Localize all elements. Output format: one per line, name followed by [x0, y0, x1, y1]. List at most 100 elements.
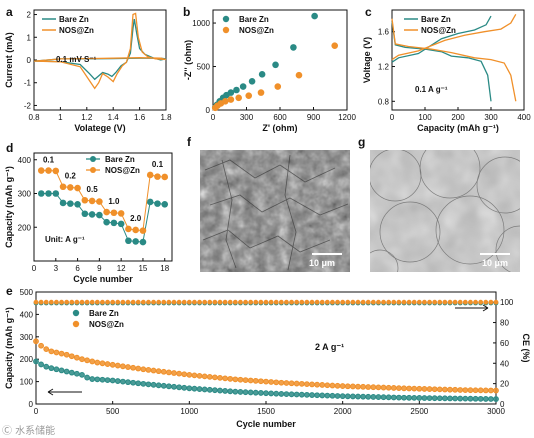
panel-e-ytick2-label: 100 [500, 298, 514, 307]
capacity-point [155, 382, 162, 389]
ce-point [248, 299, 254, 305]
data-point [81, 196, 89, 204]
data-point-bare [311, 12, 318, 20]
ce-point [89, 299, 95, 305]
data-point [103, 208, 110, 216]
panel-e-xtick-label: 0 [34, 407, 39, 416]
ce-point [350, 299, 356, 305]
capacity-point [452, 386, 459, 393]
panel-e-legend-marker [72, 309, 80, 317]
series-line [391, 15, 492, 63]
panel-b-legend-marker [222, 15, 230, 23]
data-point [74, 184, 81, 192]
panel-a-chart: 0.8 1 1.2 1.4 1.6 1.8 -2 -1 0 1 2 Volatege (V) Curre… [4, 9, 172, 133]
ce-point [289, 299, 294, 305]
capacity-point [314, 381, 321, 388]
capacity-point [43, 363, 50, 370]
capacity-point [222, 388, 229, 394]
capacity-point [421, 386, 428, 392]
capacity-point [165, 383, 172, 390]
panel-d-xlabel: Cycle number [73, 274, 133, 284]
capacity-point [73, 370, 80, 377]
panel-e-xtick-label: 2500 [410, 407, 428, 416]
ce-point [330, 299, 335, 305]
capacity-point [493, 387, 499, 394]
rate-label: 0.5 [87, 185, 99, 194]
panel-b-xtick-label: 600 [273, 113, 287, 122]
capacity-point [416, 395, 423, 401]
capacity-point [176, 384, 183, 391]
ce-point [422, 299, 427, 305]
data-point [117, 220, 125, 228]
capacity-point [125, 379, 131, 386]
capacity-point [329, 392, 336, 399]
panel-b-ytick-label: 500 [197, 63, 211, 72]
panel-d-legend-label: Bare Zn [105, 155, 135, 164]
panel-d-chart: 0 3 6 9 12 15 18 200 300 400 Cycle number Capacity … [4, 152, 173, 284]
panel-a-ylabel: Current (mA) [4, 32, 14, 88]
capacity-point [73, 354, 80, 361]
capacity-point [365, 384, 372, 390]
panel-d-legend-marker [90, 167, 96, 173]
capacity-point [48, 348, 55, 355]
data-point [103, 218, 110, 226]
capacity-point [232, 376, 239, 383]
panel-e-ytick2-label: 80 [500, 319, 509, 328]
panel-b-xtick-label: 300 [240, 113, 254, 122]
ce-point [411, 299, 417, 305]
panel-b-legend-label: NOS@Zn [239, 26, 274, 35]
capacity-point [431, 395, 438, 402]
capacity-point [150, 367, 157, 374]
panel-label-e: e [6, 284, 13, 298]
ce-point [135, 299, 141, 305]
capacity-point [247, 389, 254, 396]
ce-point [130, 299, 136, 305]
capacity-point [436, 386, 443, 393]
panel-label-a: a [6, 5, 13, 19]
panel-d-xtick-label: 6 [75, 264, 80, 273]
capacity-point [186, 385, 193, 392]
capacity-point [355, 393, 361, 400]
panel-label-b: b [183, 5, 190, 19]
capacity-point [201, 373, 208, 380]
capacity-point [324, 392, 331, 399]
panel-e-chart: 0 500 1000 1500 2000 2500 30000100200300400500… [4, 288, 531, 429]
ce-point [462, 299, 468, 305]
panel-b-legend-marker [222, 26, 230, 34]
panel-a-ytick-label: -1 [24, 79, 32, 88]
ce-point [493, 299, 499, 305]
ce-point [483, 299, 489, 305]
capacity-point [242, 377, 249, 384]
panel-c-chart: 0 100 200 300 400 0.8 1.2 1.6 Capacity (mAh g⁻¹)… [362, 9, 531, 133]
ce-point [156, 299, 162, 305]
capacity-point [278, 391, 285, 397]
ce-point [207, 299, 213, 305]
sem-image-g [370, 150, 520, 272]
ce-point [166, 299, 172, 305]
data-point [81, 210, 89, 218]
capacity-point [33, 338, 39, 345]
capacity-point [252, 377, 259, 384]
rate-label: 1.0 [108, 197, 120, 206]
ce-point [416, 299, 422, 305]
panel-d-annotation: Unit: A g⁻¹ [45, 235, 85, 244]
ce-point [278, 299, 284, 305]
data-point-bare [233, 86, 240, 94]
capacity-point [99, 360, 106, 367]
capacity-point [298, 380, 305, 387]
ce-point [391, 299, 397, 305]
capacity-point [211, 387, 218, 394]
capacity-point [130, 364, 137, 371]
ce-point [345, 299, 351, 305]
capacity-point [227, 388, 234, 395]
panel-e-ylabel: Capacity (mAh g⁻¹) [4, 307, 14, 389]
ce-point [100, 299, 105, 305]
panel-a-annotation: 0.1 mV S⁻¹ [56, 55, 97, 64]
panel-d-xtick-label: 9 [97, 264, 102, 273]
capacity-point [406, 394, 413, 401]
capacity-point [222, 375, 229, 382]
panel-e-xlabel: Cycle number [236, 419, 296, 429]
capacity-point [155, 368, 162, 375]
capacity-point [411, 385, 418, 392]
capacity-point [125, 364, 131, 370]
